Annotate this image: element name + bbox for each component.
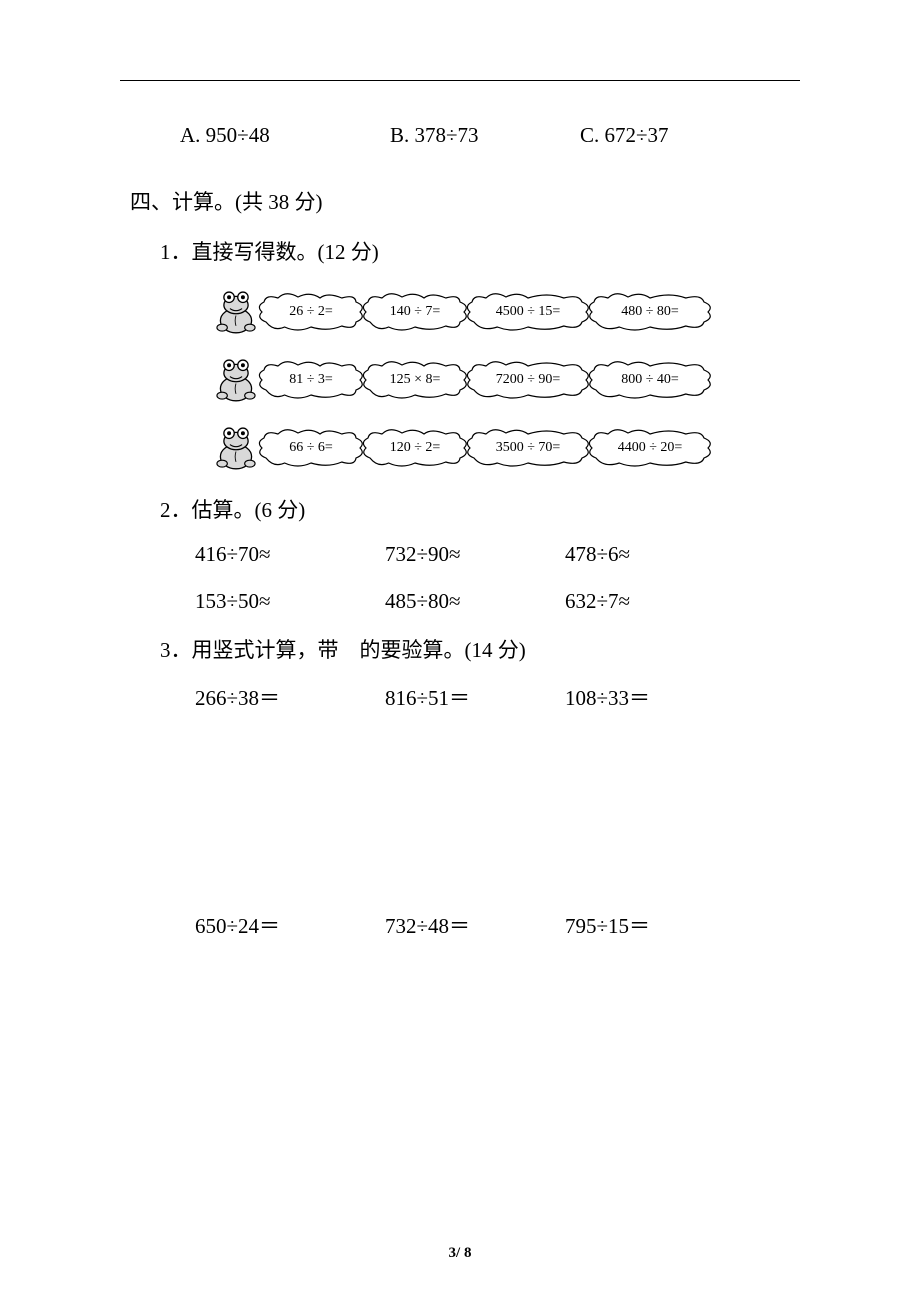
math-cloud: 480 ÷ 80=: [586, 292, 714, 332]
estimation-item: 632÷7≈: [565, 589, 715, 614]
frog-row: 81 ÷ 3= 125 × 8= 7200 ÷ 90= 800 ÷ 40=: [210, 354, 800, 406]
vertical-calc-row-1: 266÷38＝816÷51＝108÷33＝: [195, 682, 800, 712]
frog-row: 66 ÷ 6= 120 ÷ 2= 3500 ÷ 70= 4400 ÷ 20=: [210, 422, 800, 474]
vertical-calc-item: 650÷24＝: [195, 910, 385, 940]
math-expression: 140 ÷ 7=: [390, 304, 441, 320]
page-number: 3: [449, 1245, 457, 1261]
math-cloud: 66 ÷ 6=: [256, 428, 366, 468]
page: A. 950÷48 B. 378÷73 C. 672÷37 四、计算。(共 38…: [0, 0, 920, 1302]
math-expression: 26 ÷ 2=: [289, 304, 333, 320]
q1-title: 1．直接写得数。(12 分): [160, 236, 800, 266]
vertical-calc-item: 732÷48＝: [385, 910, 565, 940]
frog-icon: [210, 286, 262, 338]
section-4-title: 四、计算。(共 38 分): [130, 186, 800, 216]
option-a: A. 950÷48: [180, 123, 390, 148]
math-expression: 3500 ÷ 70=: [496, 440, 561, 456]
math-cloud: 7200 ÷ 90=: [464, 360, 592, 400]
mental-math-grid: 26 ÷ 2= 140 ÷ 7= 4500 ÷ 15= 480 ÷ 80= 81…: [210, 286, 800, 474]
math-cloud: 140 ÷ 7=: [360, 292, 470, 332]
page-sep: /: [456, 1245, 464, 1261]
vertical-calc-item: 266÷38＝: [195, 682, 385, 712]
math-cloud: 800 ÷ 40=: [586, 360, 714, 400]
math-expression: 125 × 8=: [390, 372, 441, 388]
q2-title: 2．估算。(6 分): [160, 494, 800, 524]
top-rule: [120, 80, 800, 81]
math-cloud: 4400 ÷ 20=: [586, 428, 714, 468]
estimation-item: 153÷50≈: [195, 589, 385, 614]
math-expression: 4500 ÷ 15=: [496, 304, 561, 320]
math-expression: 7200 ÷ 90=: [496, 372, 561, 388]
math-expression: 81 ÷ 3=: [289, 372, 333, 388]
math-expression: 480 ÷ 80=: [621, 304, 679, 320]
math-expression: 66 ÷ 6=: [289, 440, 333, 456]
estimation-item: 732÷90≈: [385, 542, 565, 567]
vertical-calc-item: 108÷33＝: [565, 682, 715, 712]
math-cloud: 120 ÷ 2=: [360, 428, 470, 468]
page-footer: 3/ 8: [0, 1245, 920, 1262]
math-expression: 120 ÷ 2=: [390, 440, 441, 456]
math-expression: 800 ÷ 40=: [621, 372, 679, 388]
vertical-calc-row-2: 650÷24＝732÷48＝795÷15＝: [195, 910, 800, 940]
option-c: C. 672÷37: [580, 123, 669, 148]
page-total: 8: [464, 1245, 472, 1261]
estimation-item: 478÷6≈: [565, 542, 715, 567]
math-cloud: 3500 ÷ 70=: [464, 428, 592, 468]
math-cloud: 125 × 8=: [360, 360, 470, 400]
cloud-row: 81 ÷ 3= 125 × 8= 7200 ÷ 90= 800 ÷ 40=: [262, 360, 714, 400]
math-cloud: 81 ÷ 3=: [256, 360, 366, 400]
frog-icon: [210, 422, 262, 474]
frog-icon: [210, 422, 262, 474]
frog-row: 26 ÷ 2= 140 ÷ 7= 4500 ÷ 15= 480 ÷ 80=: [210, 286, 800, 338]
cloud-row: 26 ÷ 2= 140 ÷ 7= 4500 ÷ 15= 480 ÷ 80=: [262, 292, 714, 332]
estimation-item: 416÷70≈: [195, 542, 385, 567]
math-expression: 4400 ÷ 20=: [618, 440, 683, 456]
option-b: B. 378÷73: [390, 123, 580, 148]
vertical-calc-item: 816÷51＝: [385, 682, 565, 712]
q3-title: 3．用竖式计算，带 的要验算。(14 分): [160, 634, 800, 664]
estimation-item: 485÷80≈: [385, 589, 565, 614]
math-cloud: 26 ÷ 2=: [256, 292, 366, 332]
frog-icon: [210, 354, 262, 406]
mc-options-row: A. 950÷48 B. 378÷73 C. 672÷37: [180, 123, 800, 148]
math-cloud: 4500 ÷ 15=: [464, 292, 592, 332]
workspace-gap: [120, 712, 800, 892]
cloud-row: 66 ÷ 6= 120 ÷ 2= 3500 ÷ 70= 4400 ÷ 20=: [262, 428, 714, 468]
estimation-grid: 416÷70≈732÷90≈478÷6≈ 153÷50≈485÷80≈632÷7≈: [195, 542, 800, 614]
frog-icon: [210, 286, 262, 338]
vertical-calc-item: 795÷15＝: [565, 910, 715, 940]
frog-icon: [210, 354, 262, 406]
